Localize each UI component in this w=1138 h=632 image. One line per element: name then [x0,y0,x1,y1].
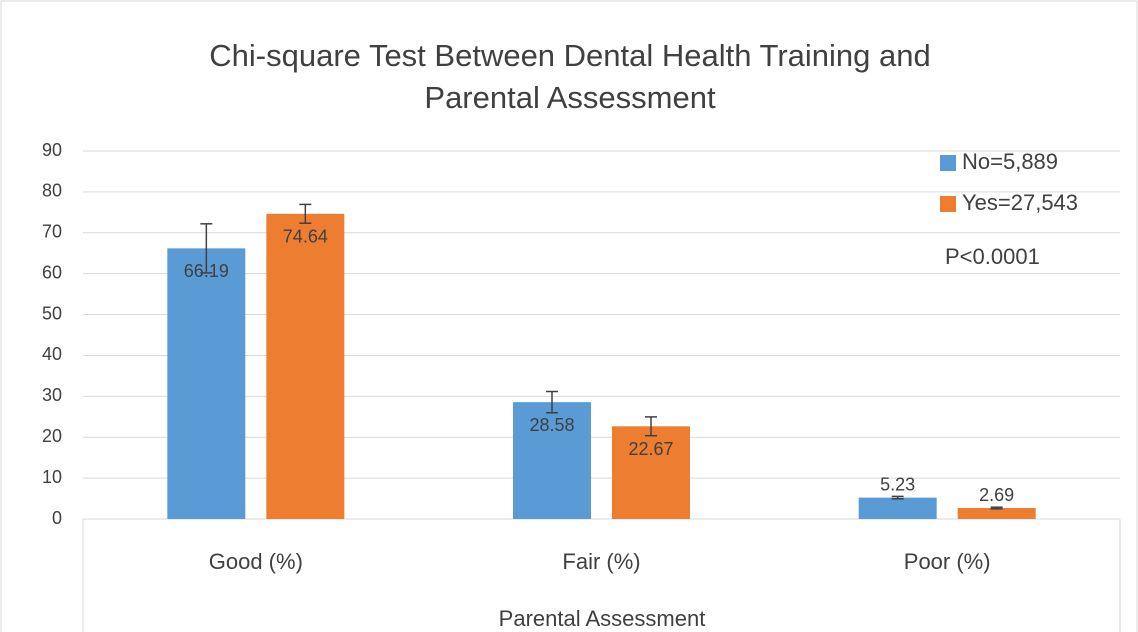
bar [858,497,937,519]
bar [957,508,1036,519]
y-tick-label: 0 [52,508,62,528]
x-tick-label: Fair (%) [562,549,640,574]
x-axis-title: Parental Assessment [499,606,706,631]
data-label: 74.64 [283,227,328,247]
data-label: 5.23 [880,474,915,494]
bar [167,248,246,519]
legend-label: No=5,889 [962,149,1058,174]
chart-title: Chi-square Test Between Dental Health Tr… [209,38,930,73]
x-tick-label: Good (%) [209,549,303,574]
y-tick-label: 60 [42,262,62,282]
bar [266,213,345,519]
legend-swatch [940,155,956,171]
y-tick-label: 50 [42,303,62,323]
data-label: 28.58 [529,415,574,435]
bar [612,426,690,519]
data-label: 2.69 [979,485,1014,505]
chart-subtitle: Parental Assessment [424,80,716,115]
data-label: 66.19 [184,261,229,281]
bar [513,402,591,519]
y-tick-label: 10 [42,467,62,487]
y-tick-label: 80 [42,181,62,201]
legend-swatch [940,196,956,212]
annotation: P<0.0001 [945,244,1040,269]
y-tick-label: 40 [42,344,62,364]
y-tick-label: 70 [42,222,62,242]
y-tick-label: 30 [42,385,62,405]
data-label: 22.67 [628,439,673,459]
y-tick-label: 20 [42,426,62,446]
x-tick-label: Poor (%) [904,549,991,574]
y-tick-label: 90 [42,140,62,160]
legend-label: Yes=27,543 [962,190,1078,215]
